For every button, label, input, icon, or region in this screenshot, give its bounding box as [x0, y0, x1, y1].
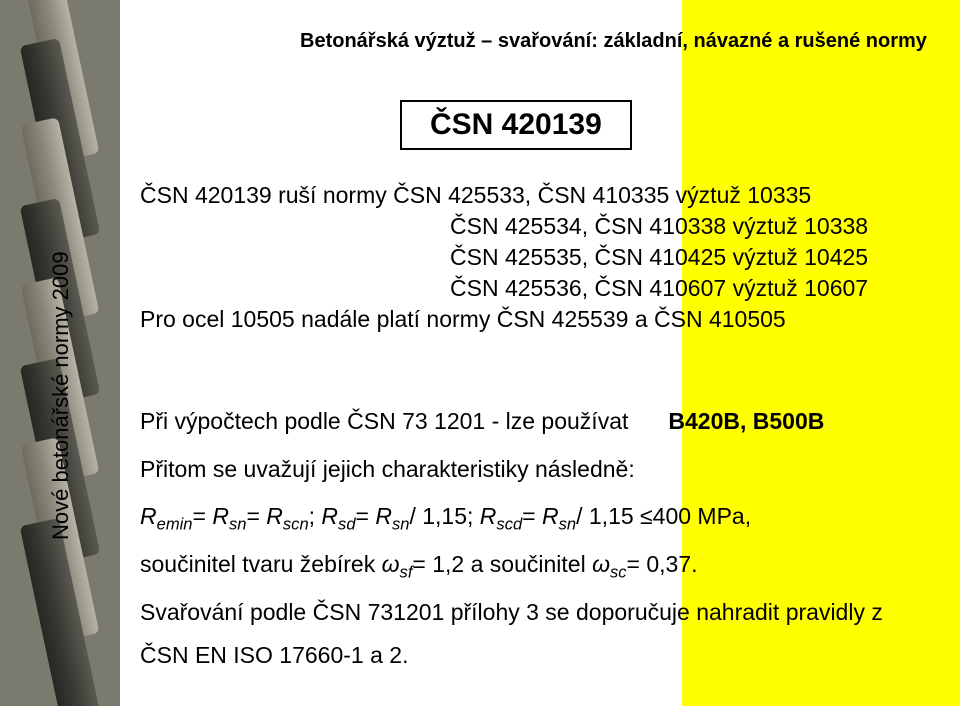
calc-intro: Při výpočtech podle ČSN 73 1201 - lze po…: [140, 400, 930, 444]
calc-steel-grades: B420B, B500B: [668, 408, 824, 434]
norms-block: ČSN 420139 ruší normy ČSN 425533, ČSN 41…: [140, 180, 940, 335]
norms-line-1: ČSN 420139 ruší normy ČSN 425533, ČSN 41…: [140, 182, 811, 208]
norms-line-4: ČSN 425536, ČSN 410607 výztuž 10607: [140, 273, 940, 304]
calc-char: Přitom se uvažují jejich charakteristiky…: [140, 448, 930, 492]
calc-block: Při výpočtech podle ČSN 73 1201 - lze po…: [140, 400, 930, 682]
sidebar-vertical-text: Nové betonářské normy 2009: [48, 251, 74, 540]
title-box: ČSN 420139: [400, 100, 632, 150]
calc-formula: Remin= Rsn= Rscn; Rsd= Rsn/ 1,15; Rscd= …: [140, 495, 930, 539]
page-header: Betonářská výztuž – svařování: základní,…: [300, 30, 927, 53]
slide: Nové betonářské normy 2009 Betonářská vý…: [0, 0, 960, 706]
calc-weld: Svařování podle ČSN 731201 přílohy 3 se …: [140, 591, 930, 678]
calc-intro-text: Při výpočtech podle ČSN 73 1201 - lze po…: [140, 408, 628, 434]
norms-line-2: ČSN 425534, ČSN 410338 výztuž 10338: [140, 211, 940, 242]
norms-line-3: ČSN 425535, ČSN 410425 výztuž 10425: [140, 242, 940, 273]
norms-line-5: Pro ocel 10505 nadále platí normy ČSN 42…: [140, 306, 786, 332]
calc-coef: součinitel tvaru žebírek ωsf= 1,2 a souč…: [140, 543, 930, 587]
